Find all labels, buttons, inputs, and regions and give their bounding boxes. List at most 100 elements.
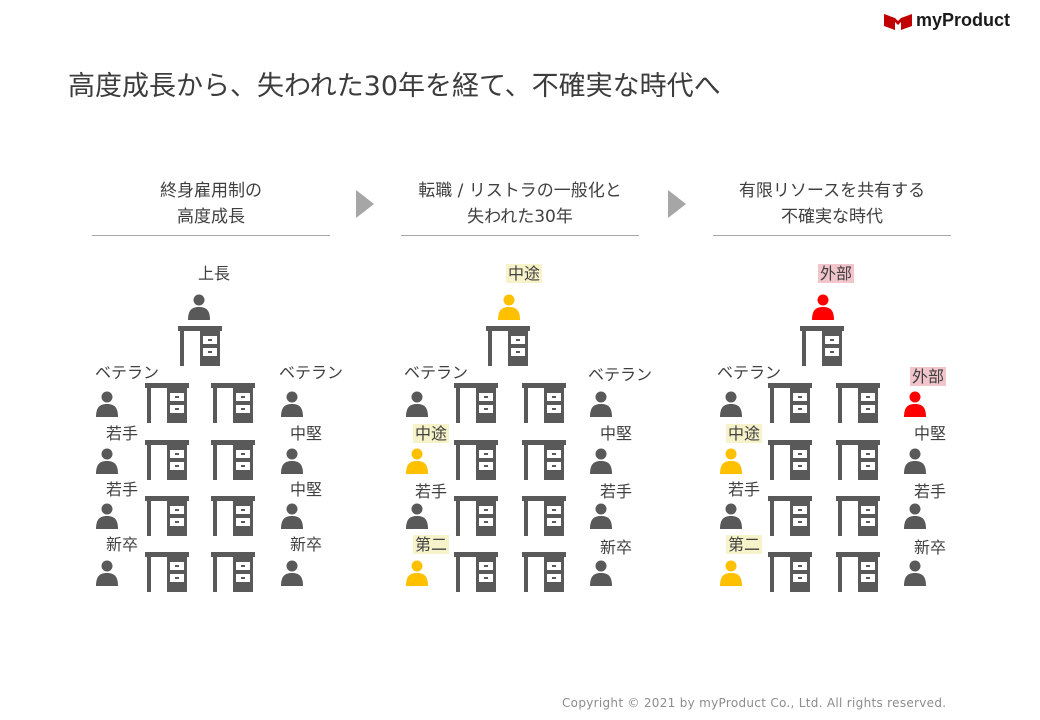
label-left-row-3: 若手	[728, 480, 761, 499]
desk-icon	[454, 383, 498, 427]
person-icon	[406, 391, 428, 417]
label-left-row-2-text: 中途	[413, 424, 450, 443]
desk-icon	[454, 440, 498, 484]
label-left-row-1: ベテラン	[717, 363, 782, 382]
label-right-row-3: 中堅	[290, 480, 323, 499]
person-icon	[904, 503, 926, 529]
column-2-divider	[401, 235, 639, 236]
person-icon	[281, 448, 303, 474]
person-icon	[96, 560, 118, 586]
column-1-divider	[92, 235, 330, 236]
label-right-row-3: 若手	[600, 482, 633, 501]
person-icon	[720, 503, 742, 529]
desk-icon	[145, 440, 189, 484]
desk-icon	[836, 552, 880, 596]
person-icon	[904, 560, 926, 586]
desk-icon	[211, 496, 255, 540]
person-icon	[720, 448, 742, 474]
label-left-row-2: 若手	[106, 424, 139, 443]
column-3-heading-line-1: 有限リソースを共有する	[738, 181, 926, 201]
person-icon	[96, 391, 118, 417]
desk-icon	[836, 383, 880, 427]
label-right-row-4: 新卒	[600, 538, 633, 557]
label-right-row-1: ベテラン	[588, 365, 653, 384]
brand-name: myProduct	[916, 10, 1011, 30]
desk-icon	[178, 326, 222, 370]
label-right-row-2: 中堅	[290, 424, 323, 443]
person-icon	[281, 560, 303, 586]
person-icon	[590, 560, 612, 586]
column-2-heading-line-1: 転職 / リストラの一般化と	[418, 181, 622, 201]
desk-icon	[454, 496, 498, 540]
label-right-row-1-text: 外部	[910, 367, 947, 386]
label-right-row-4: 新卒	[914, 538, 947, 557]
desk-icon	[145, 496, 189, 540]
person-icon	[498, 294, 520, 320]
label-left-row-2-text: 中途	[726, 424, 763, 443]
label-left-row-2: 中途	[413, 424, 450, 444]
label-left-row-1: ベテラン	[95, 363, 160, 382]
column-2-heading: 転職 / リストラの一般化と 失われた30年	[400, 178, 640, 230]
desk-icon	[768, 496, 812, 540]
label-right-row-4: 新卒	[290, 535, 323, 554]
label-boss-text: 中途	[506, 264, 543, 283]
column-3-heading-line-2: 不確実な時代	[781, 207, 883, 227]
label-right-row-1: 外部	[910, 367, 947, 387]
desk-icon	[800, 326, 844, 370]
desk-icon	[211, 440, 255, 484]
column-3-divider	[713, 235, 951, 236]
desk-icon	[836, 496, 880, 540]
label-left-row-4-text: 第二	[726, 535, 763, 554]
person-icon	[590, 391, 612, 417]
desk-icon	[145, 383, 189, 427]
person-icon	[904, 448, 926, 474]
desk-icon	[211, 552, 255, 596]
person-icon	[188, 294, 210, 320]
label-boss: 外部	[818, 264, 855, 284]
person-icon	[406, 560, 428, 586]
label-right-row-3: 若手	[914, 482, 947, 501]
label-right-row-2: 中堅	[914, 424, 947, 443]
label-left-row-4-text: 第二	[413, 535, 450, 554]
person-icon	[904, 391, 926, 417]
person-icon	[590, 503, 612, 529]
label-left-row-1: ベテラン	[404, 363, 469, 382]
arrow-right-icon	[356, 190, 374, 218]
brand-logo: myProduct	[884, 10, 1010, 31]
brand-mark-icon	[884, 13, 912, 30]
desk-icon	[145, 552, 189, 596]
column-2-heading-line-2: 失われた30年	[467, 207, 573, 227]
person-icon	[720, 391, 742, 417]
desk-icon	[522, 552, 566, 596]
label-right-row-1: ベテラン	[279, 363, 344, 382]
person-icon	[406, 503, 428, 529]
person-icon	[406, 448, 428, 474]
column-1-heading-line-2: 高度成長	[177, 207, 245, 227]
label-boss: 中途	[506, 264, 543, 284]
person-icon	[281, 391, 303, 417]
desk-icon	[522, 440, 566, 484]
label-boss-text: 外部	[818, 264, 855, 283]
column-3-heading: 有限リソースを共有する 不確実な時代	[712, 178, 952, 230]
desk-icon	[211, 383, 255, 427]
label-left-row-3: 若手	[415, 482, 448, 501]
desk-icon	[522, 383, 566, 427]
person-icon	[590, 448, 612, 474]
person-icon	[96, 503, 118, 529]
page-title: 高度成長から、失われた30年を経て、不確実な時代へ	[68, 71, 721, 102]
desk-icon	[768, 383, 812, 427]
desk-icon	[836, 440, 880, 484]
person-icon	[720, 560, 742, 586]
desk-icon	[454, 552, 498, 596]
label-left-row-2: 中途	[726, 424, 763, 444]
label-right-row-2: 中堅	[600, 424, 633, 443]
desk-icon	[768, 552, 812, 596]
copyright-footer: Copyright © 2021 by myProduct Co., Ltd. …	[562, 696, 947, 710]
desk-icon	[768, 440, 812, 484]
desk-icon	[522, 496, 566, 540]
label-left-row-4: 第二	[726, 535, 763, 555]
column-1-heading-line-1: 終身雇用制の	[160, 181, 262, 201]
label-left-row-4: 新卒	[106, 535, 139, 554]
person-icon	[812, 294, 834, 320]
arrow-right-icon	[668, 190, 686, 218]
